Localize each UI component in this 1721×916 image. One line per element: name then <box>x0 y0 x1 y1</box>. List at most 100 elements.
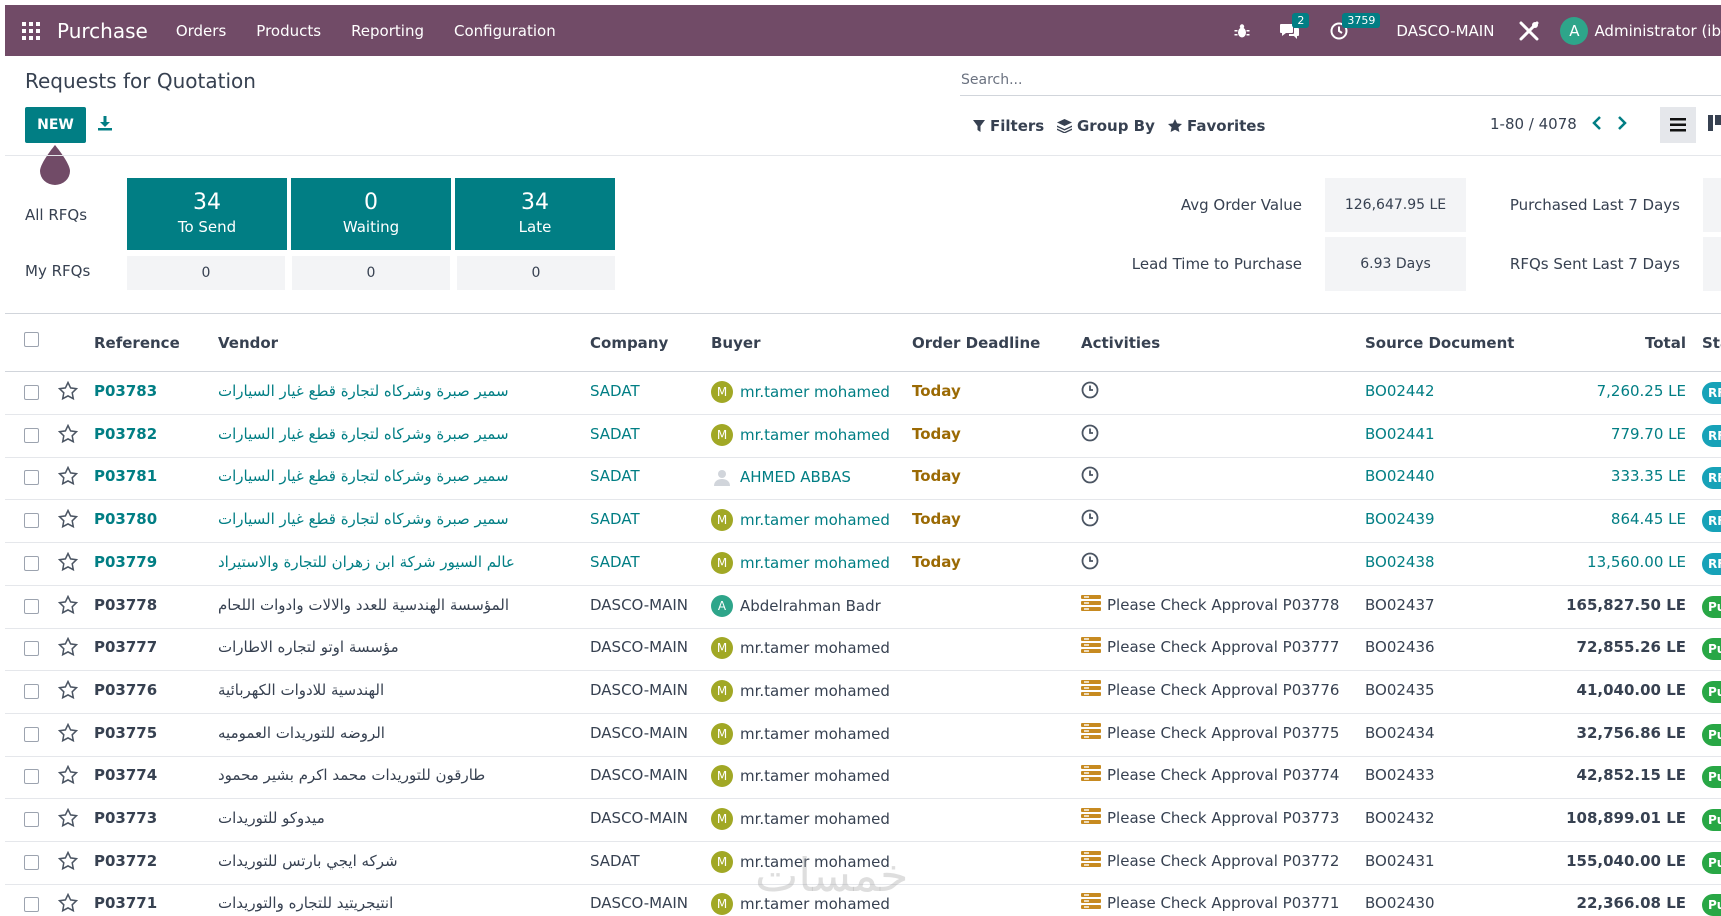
vendor-cell[interactable]: طارقون للتوريدات محمد اكرم بشير محمود <box>218 766 486 785</box>
my-waiting-value[interactable]: 0 <box>292 256 450 290</box>
col-vendor[interactable]: Vendor <box>218 334 279 352</box>
buyer-cell[interactable]: A Abdelrahman Badr <box>711 594 881 617</box>
col-order-deadline[interactable]: Order Deadline <box>912 334 1041 352</box>
kanban-view-icon[interactable] <box>1708 115 1721 135</box>
table-row[interactable]: P03782 سمير صبرة وشركاه لتجارة قطع غيار ا… <box>5 415 1721 458</box>
nav-reporting[interactable]: Reporting <box>351 21 424 40</box>
reference-cell[interactable]: P03782 <box>94 424 158 443</box>
activity-clock-icon[interactable] <box>1081 552 1099 574</box>
table-row[interactable]: P03776 الهندسية للادوات الكهربائية DASCO-M… <box>5 671 1721 714</box>
reference-cell[interactable]: P03774 <box>94 766 158 785</box>
activity-cell[interactable] <box>1081 509 1099 531</box>
reference-cell[interactable]: P03772 <box>94 851 158 870</box>
list-view-icon[interactable] <box>1660 107 1696 143</box>
debug-bug-icon[interactable] <box>1234 23 1250 39</box>
favorite-star-icon[interactable] <box>57 807 79 832</box>
vendor-cell[interactable]: سمير صبرة وشركاه لتجارة قطع غيار السيارا… <box>218 510 509 529</box>
activity-clock-icon[interactable] <box>1081 424 1099 446</box>
activity-cell[interactable] <box>1081 424 1099 446</box>
chat-icon[interactable]: 2 <box>1280 12 1310 40</box>
table-row[interactable]: P03777 مؤسسة اوتو لتجاره الاطارات DASCO-MA… <box>5 628 1721 672</box>
vendor-cell[interactable]: سمير صبرة وشركاه لتجارة قطع غيار السيارا… <box>218 424 509 443</box>
vendor-cell[interactable]: سمير صبرة وشركاه لتجارة قطع غيار السيارا… <box>218 382 509 400</box>
col-total[interactable]: Total <box>1645 334 1686 352</box>
vendor-cell[interactable]: عالم السيور شركة ابن زهران للتجارة والاس… <box>218 552 515 571</box>
search-input[interactable]: Search... <box>960 70 1721 96</box>
apps-menu-icon[interactable] <box>5 21 57 40</box>
activity-cell[interactable]: Please Check Approval P03772 <box>1081 850 1339 871</box>
reference-cell[interactable]: P03779 <box>94 552 158 571</box>
favorite-star-icon[interactable] <box>57 380 79 405</box>
activity-clock-icon[interactable] <box>1081 381 1099 403</box>
activity-cell[interactable]: Please Check Approval P03773 <box>1081 808 1339 828</box>
favorite-star-icon[interactable] <box>57 765 79 789</box>
favorites-button[interactable]: Favorites <box>1168 117 1265 135</box>
vendor-cell[interactable]: المؤسسة الهندسية للعدد والالات وادوات ال… <box>218 595 510 614</box>
buyer-cell[interactable]: AHMED ABBAS <box>711 466 851 488</box>
user-avatar[interactable]: A <box>1560 16 1589 45</box>
late-tile[interactable]: 34 Late <box>455 178 615 250</box>
nav-configuration[interactable]: Configuration <box>453 21 556 40</box>
col-source-document[interactable]: Source Document <box>1365 334 1515 352</box>
row-checkbox[interactable] <box>24 683 39 699</box>
reference-cell[interactable]: P03781 <box>94 467 158 486</box>
row-checkbox[interactable] <box>24 641 39 657</box>
reference-cell[interactable]: P03778 <box>94 595 158 614</box>
activity-clock-icon[interactable] <box>1081 509 1099 531</box>
table-row[interactable]: P03771 انتيجريتيد للتجاره والتوريدات DASCO… <box>5 884 1721 916</box>
activity-cell[interactable] <box>1081 552 1099 574</box>
vendor-cell[interactable]: انتيجريتيد للتجاره والتوريدات <box>218 894 394 913</box>
pager-previous-icon[interactable] <box>1591 115 1603 135</box>
table-row[interactable]: P03780 سمير صبرة وشركاه لتجارة قطع غيار ا… <box>5 500 1721 544</box>
row-checkbox[interactable] <box>24 812 39 827</box>
favorite-star-icon[interactable] <box>57 423 79 448</box>
table-row[interactable]: P03778 المؤسسة الهندسية للعدد والالات واد… <box>5 586 1721 629</box>
col-buyer[interactable]: Buyer <box>711 334 761 352</box>
row-checkbox[interactable] <box>24 769 39 785</box>
reference-cell[interactable]: P03776 <box>94 680 158 699</box>
nav-orders[interactable]: Orders <box>175 21 227 40</box>
favorite-star-icon[interactable] <box>57 722 79 747</box>
filters-button[interactable]: Filters <box>973 117 1044 135</box>
waiting-tile[interactable]: 0 Waiting <box>291 178 451 250</box>
favorite-star-icon[interactable] <box>57 679 79 704</box>
reference-cell[interactable]: P03777 <box>94 638 158 657</box>
reference-cell[interactable]: P03775 <box>94 723 158 742</box>
favorite-star-icon[interactable] <box>57 636 79 661</box>
reference-cell[interactable]: P03783 <box>94 382 158 400</box>
favorite-star-icon[interactable] <box>57 551 79 576</box>
favorite-star-icon[interactable] <box>57 594 79 619</box>
col-reference[interactable]: Reference <box>94 334 180 352</box>
favorite-star-icon[interactable] <box>57 466 79 490</box>
table-row[interactable]: P03783 سمير صبرة وشركاه لتجارة قطع غيار ا… <box>5 372 1721 415</box>
col-status[interactable]: Sta <box>1702 334 1721 352</box>
tools-icon[interactable] <box>1518 20 1540 42</box>
vendor-cell[interactable]: ميدوكو للتوريدات <box>218 809 325 827</box>
nav-products[interactable]: Products <box>256 21 322 40</box>
my-late-value[interactable]: 0 <box>457 256 615 290</box>
app-title[interactable]: Purchase <box>57 18 148 43</box>
new-button[interactable]: NEW <box>25 107 86 143</box>
table-row[interactable]: P03775 الروضه للتوريدات العموميه DASCO-MAI… <box>5 714 1721 757</box>
my-to-send-value[interactable]: 0 <box>127 256 285 290</box>
table-row[interactable]: P03781 سمير صبرة وشركاه لتجارة قطع غيار ا… <box>5 457 1721 501</box>
row-checkbox[interactable] <box>24 897 39 913</box>
reference-cell[interactable]: P03773 <box>94 809 158 827</box>
favorite-star-icon[interactable] <box>57 850 79 875</box>
row-checkbox[interactable] <box>24 555 39 571</box>
activity-cell[interactable] <box>1081 466 1099 488</box>
vendor-cell[interactable]: مؤسسة اوتو لتجاره الاطارات <box>218 638 399 657</box>
activity-cell[interactable]: Please Check Approval P03778 <box>1081 594 1339 615</box>
pager-next-icon[interactable] <box>1616 115 1628 135</box>
activity-cell[interactable]: Please Check Approval P03771 <box>1081 893 1339 913</box>
company-switcher[interactable]: DASCO-MAIN <box>1396 21 1495 40</box>
row-checkbox[interactable] <box>24 427 39 443</box>
